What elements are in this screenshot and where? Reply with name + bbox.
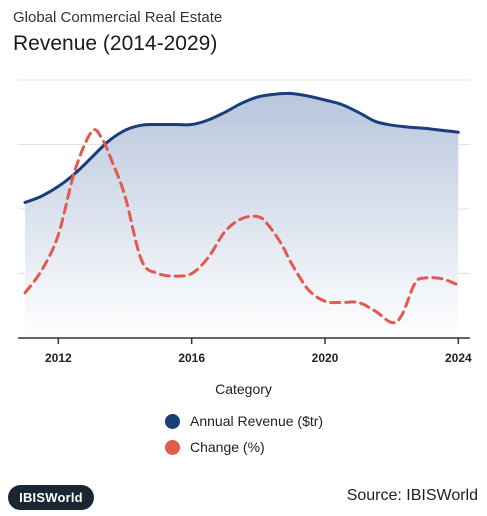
legend-dot-change (165, 439, 180, 455)
revenue-line (23, 91, 460, 204)
x-tick-label: 2020 (312, 351, 339, 365)
legend: Annual Revenue ($tr) Change (%) (165, 408, 323, 460)
legend-label-revenue: Annual Revenue ($tr) (190, 413, 324, 429)
legend-dot-revenue (165, 413, 180, 429)
legend-label-change: Change (%) (190, 439, 265, 455)
x-axis-label: Category (215, 381, 272, 397)
change-line (23, 128, 460, 325)
legend-item-change[interactable]: Change (%) (165, 434, 323, 460)
ibisworld-logo: IBISWorld (8, 485, 94, 510)
chart-area: 2012 2016 2020 2024 (18, 79, 472, 365)
x-tick-label: 2016 (178, 351, 205, 365)
source-text: Source: IBISWorld (346, 487, 478, 504)
chart-subtitle: Global Commercial Real Estate (13, 9, 223, 26)
revenue-area (25, 93, 459, 339)
x-tick-label: 2024 (445, 351, 472, 365)
x-tick-label: 2012 (45, 351, 72, 365)
chart-title: Revenue (2014-2029) (13, 32, 218, 55)
legend-item-revenue[interactable]: Annual Revenue ($tr) (165, 408, 323, 434)
